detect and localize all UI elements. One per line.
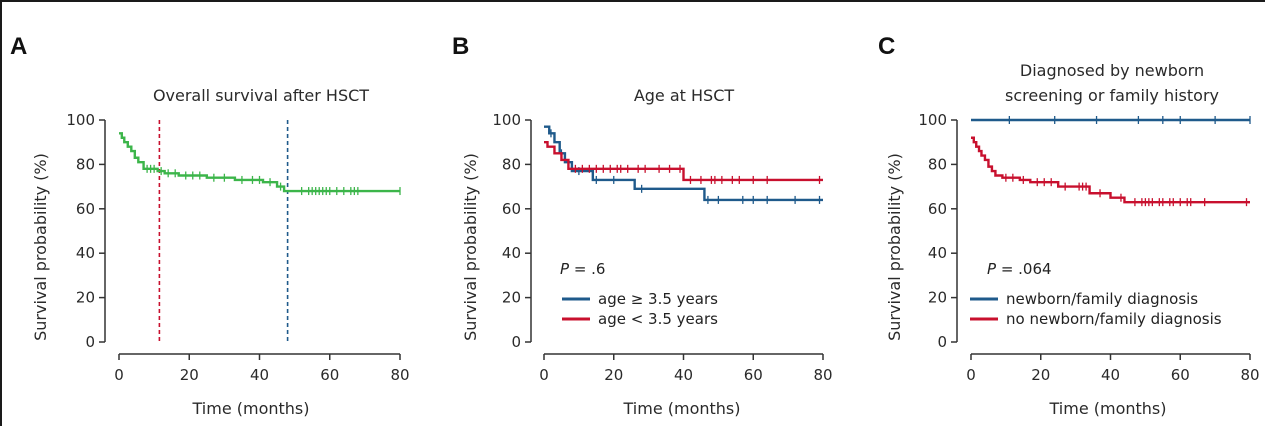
panel-a-x-tick-label: 20: [180, 366, 199, 384]
panel-letter-a: A: [10, 33, 27, 60]
panel-a: A Overall survival after HSCT Time (mont…: [10, 33, 410, 418]
panel-c: C Diagnosed by newborn screening or fami…: [878, 33, 1260, 418]
panel-c-x-tick-label: 60: [1171, 366, 1190, 384]
panel-b-y-axis-title: Survival probability (%): [461, 153, 480, 341]
panel-b-y-tick-label: 100: [492, 111, 521, 129]
panel-b-y-tick-label: 40: [502, 244, 521, 262]
panel-a-title: Overall survival after HSCT: [153, 86, 369, 105]
panel-b-x-tick-label: 0: [539, 366, 549, 384]
panel-a-y-tick-label: 40: [76, 244, 95, 262]
panel-c-plot: 0 20 40 60 80 100 0 20 40 60 80 P = .064 newborn/fam…: [918, 111, 1259, 384]
panel-b-x-tick-label: 60: [744, 366, 763, 384]
panel-b-x-axis-title: Time (months): [623, 399, 741, 418]
panel-b-x-tick-label: 20: [604, 366, 623, 384]
panel-c-title-line-1: Diagnosed by newborn: [1020, 61, 1204, 80]
panel-c-legend-label-2: no newborn/family diagnosis: [1006, 310, 1222, 328]
panel-b-title: Age at HSCT: [634, 86, 735, 105]
panel-a-y-tick-label: 20: [76, 289, 95, 307]
panel-a-x-axis-title: Time (months): [192, 399, 310, 418]
panel-b-y-tick-label: 80: [502, 155, 521, 173]
panel-b-series-1-line: [544, 125, 823, 202]
panel-a-y-tick-label: 0: [85, 333, 95, 351]
panel-a-plot: 0 20 40 60 80 100 0 20 40 60 80: [66, 111, 409, 384]
panel-c-y-tick-label: 100: [918, 111, 947, 129]
panel-b-x-tick-label: 80: [813, 366, 832, 384]
panel-b-legend-label-2: age < 3.5 years: [598, 310, 718, 328]
panel-b-y-tick-label: 0: [511, 333, 521, 351]
panel-c-y-tick-label: 0: [937, 333, 947, 351]
panel-a-y-axis-title: Survival probability (%): [31, 153, 50, 341]
panel-a-x-tick-label: 40: [250, 366, 269, 384]
panel-c-y-tick-label: 80: [928, 155, 947, 173]
panel-c-title-line-2: screening or family history: [1005, 86, 1219, 105]
panel-b-p-value: P = .6: [560, 260, 605, 278]
panel-c-legend-label-1: newborn/family diagnosis: [1006, 290, 1198, 308]
panel-c-y-tick-label: 40: [928, 244, 947, 262]
panel-c-x-axis-title: Time (months): [1049, 399, 1167, 418]
panel-b-y-tick-label: 20: [502, 289, 521, 307]
panel-c-series-2-line: [971, 136, 1250, 204]
panel-a-y-tick-label: 80: [76, 155, 95, 173]
panel-c-x-tick-label: 80: [1240, 366, 1259, 384]
panel-a-x-tick-label: 0: [114, 366, 124, 384]
panel-b-plot: 0 20 40 60 80 100 0 20 40 60 80 P = .6 age ≥ 3.5 yea…: [492, 111, 832, 384]
panel-b-legend-label-1: age ≥ 3.5 years: [598, 290, 718, 308]
panel-a-y-tick-label: 100: [66, 111, 95, 129]
panel-c-x-tick-label: 0: [966, 366, 976, 384]
panel-c-y-tick-label: 60: [928, 200, 947, 218]
panel-letter-c: C: [878, 33, 895, 60]
panel-b-series-2-line: [544, 141, 823, 182]
panel-b: B Age at HSCT Time (months) Survival pro…: [452, 33, 833, 418]
panel-c-y-tick-label: 20: [928, 289, 947, 307]
panel-b-x-tick-label: 40: [674, 366, 693, 384]
panel-c-p-value: P = .064: [987, 260, 1052, 278]
panel-c-x-tick-label: 40: [1101, 366, 1120, 384]
panel-a-series-1-line: [119, 132, 400, 193]
panel-a-y-tick-label: 60: [76, 200, 95, 218]
panel-a-x-tick-label: 80: [390, 366, 409, 384]
panel-a-x-tick-label: 60: [320, 366, 339, 384]
panel-c-x-tick-label: 20: [1031, 366, 1050, 384]
panel-c-y-axis-title: Survival probability (%): [885, 153, 904, 341]
panel-letter-b: B: [452, 33, 469, 60]
panel-b-y-tick-label: 60: [502, 200, 521, 218]
